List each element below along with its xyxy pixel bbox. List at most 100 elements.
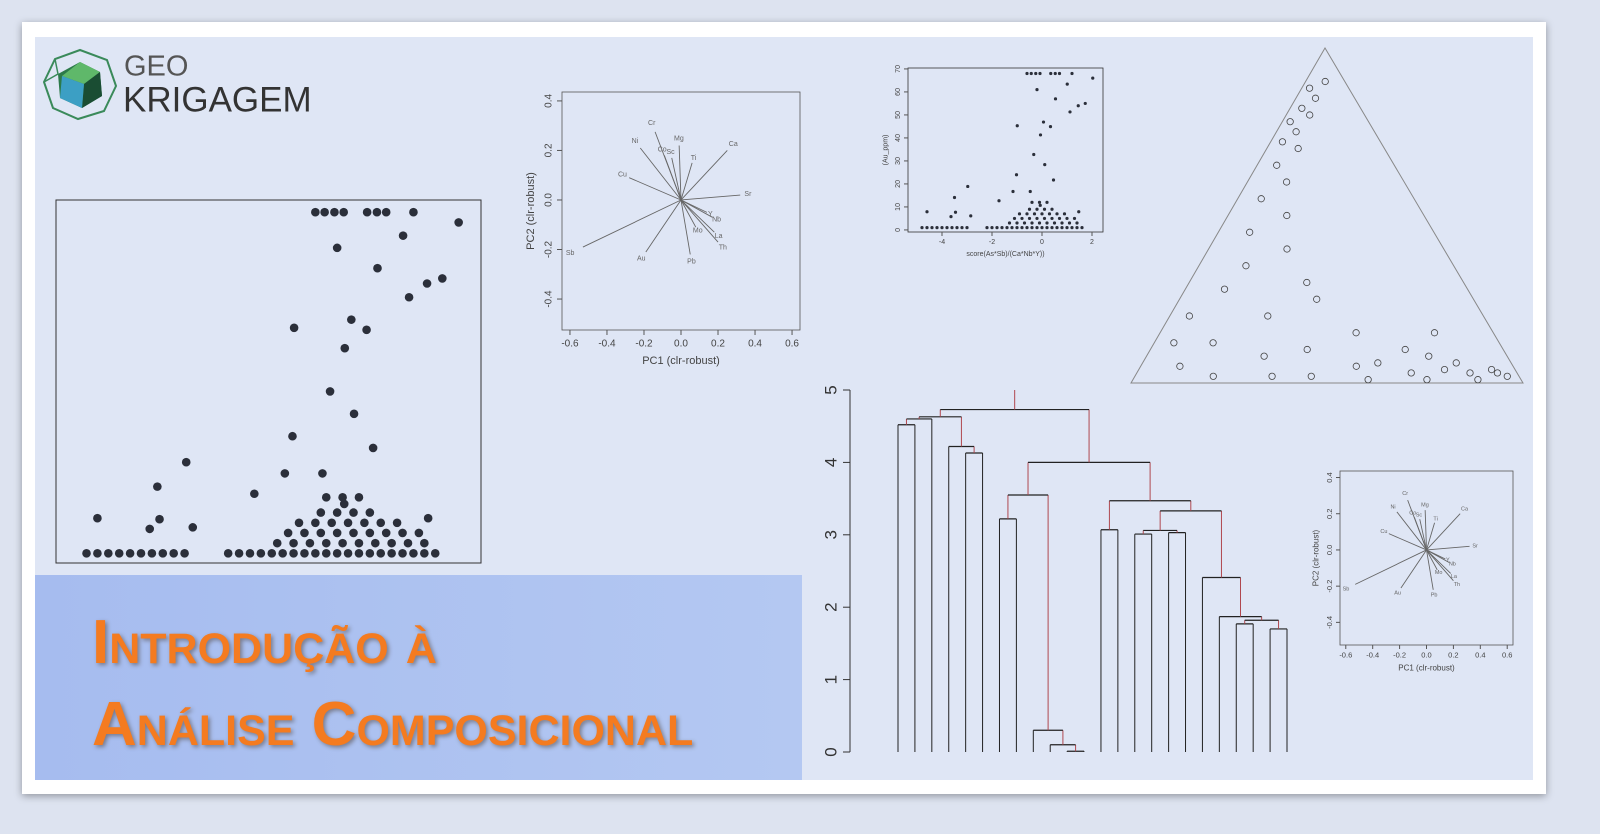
point (332, 508, 342, 517)
point (398, 528, 407, 538)
y-tick-label: 30 (895, 157, 902, 165)
x-tick-label: -4 (939, 239, 945, 246)
x-axis-label: score(As*Sb)/(Ca*Nb*Y)) (966, 251, 1044, 258)
point (965, 226, 969, 230)
point (316, 528, 326, 538)
point (311, 518, 320, 528)
point (1022, 221, 1027, 225)
point (1052, 221, 1057, 225)
variable-label: Mg (674, 135, 684, 142)
variable-label: Ti (691, 155, 697, 162)
point (1067, 221, 1072, 225)
x-tick-label: -0.6 (1339, 651, 1352, 660)
loading-arrow (663, 155, 682, 201)
point (1053, 97, 1058, 101)
point (1298, 104, 1306, 112)
point (969, 214, 973, 218)
point (1283, 211, 1291, 220)
point (1015, 226, 1019, 230)
point (93, 513, 102, 523)
point (365, 528, 375, 538)
point (93, 549, 102, 558)
point (1011, 189, 1015, 194)
point (338, 538, 347, 548)
point (153, 482, 162, 491)
point (82, 549, 91, 558)
point (1045, 221, 1049, 225)
point (1072, 216, 1077, 221)
point (289, 323, 299, 333)
variable-label: Nb (712, 216, 721, 223)
point (272, 538, 282, 548)
x-tick-label: 0.0 (1421, 651, 1431, 660)
point (953, 210, 958, 214)
point (940, 226, 944, 230)
point (1020, 216, 1024, 221)
point (1025, 212, 1029, 216)
point (1292, 128, 1300, 136)
point (104, 549, 113, 558)
y-tick-label: 0.2 (544, 143, 555, 157)
y-tick-label: 40 (895, 134, 902, 142)
variable-label: Au (637, 256, 646, 263)
x-tick-label: -0.2 (1393, 651, 1406, 660)
loading-arrow (1419, 519, 1427, 551)
point (1185, 312, 1194, 320)
loading-arrow (1426, 549, 1434, 590)
point (1075, 226, 1079, 230)
point (420, 538, 429, 548)
x-tick-label: -0.4 (1366, 651, 1379, 660)
point (1264, 312, 1272, 320)
point (373, 263, 382, 273)
point (1005, 226, 1009, 230)
point (321, 538, 331, 548)
y-tick-label: 0.4 (544, 94, 555, 108)
title-band (35, 575, 802, 780)
y-tick-label: 20 (895, 180, 902, 188)
point (1466, 369, 1474, 377)
point (332, 243, 342, 253)
point (1070, 71, 1074, 76)
point (376, 518, 386, 528)
loading-arrow (680, 199, 708, 213)
point (1257, 195, 1265, 203)
icon-face (60, 76, 84, 108)
y-tick-label: 0.4 (1325, 472, 1334, 482)
point (368, 443, 378, 453)
point (1035, 216, 1039, 221)
loading-arrow (582, 199, 682, 248)
icon-face (82, 72, 102, 108)
point (376, 549, 386, 558)
loading-arrow (1426, 545, 1470, 551)
point (409, 207, 418, 217)
point (1083, 101, 1087, 106)
variable-label: Mo (1435, 570, 1443, 576)
point (1015, 221, 1019, 225)
variable-label: Ca (729, 141, 738, 148)
point (316, 508, 326, 517)
variable-label: Sr (1472, 543, 1478, 549)
point (1060, 221, 1064, 225)
loading-arrow (678, 145, 682, 200)
variable-label: Mo (693, 228, 703, 235)
point (1065, 82, 1069, 86)
variable-label: La (1451, 574, 1458, 580)
variable-label: Sb (566, 250, 575, 257)
loading-arrow (1396, 511, 1427, 551)
y-tick-label: 0 (821, 747, 840, 756)
point (1057, 216, 1062, 221)
point (1050, 216, 1054, 221)
point (1035, 88, 1039, 92)
point (1050, 226, 1054, 230)
point (267, 549, 277, 558)
point (392, 518, 402, 528)
point (1027, 216, 1032, 221)
loading-arrow (680, 199, 715, 233)
point (354, 493, 364, 502)
y-tick-label: 3 (821, 530, 840, 539)
point (343, 518, 353, 528)
variable-label: Pb (687, 258, 696, 265)
loading-arrow (680, 199, 719, 243)
point (1407, 369, 1415, 377)
point (1030, 200, 1034, 204)
